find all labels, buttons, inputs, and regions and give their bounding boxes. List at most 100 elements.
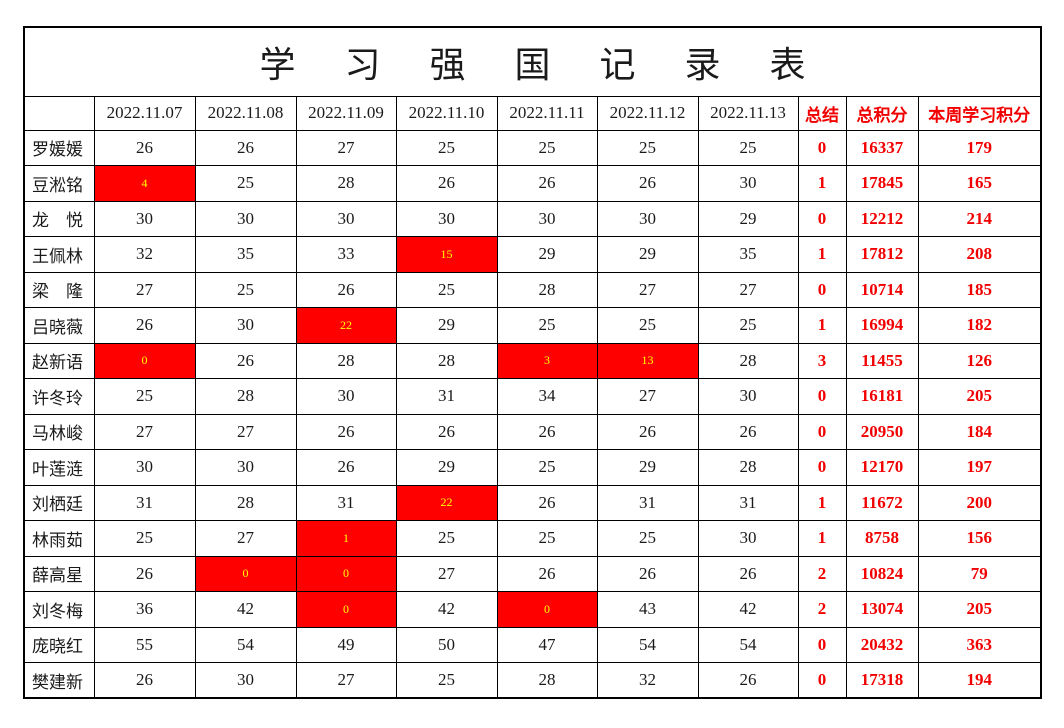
day-score-cell: 29 bbox=[496, 236, 598, 273]
week-points-cell: 205 bbox=[917, 591, 1042, 628]
day-score-cell-highlighted: 0 bbox=[194, 555, 297, 592]
day-score-cell: 31 bbox=[395, 378, 498, 415]
day-score-cell: 30 bbox=[93, 200, 196, 237]
day-score-cell: 27 bbox=[395, 555, 498, 592]
person-name-cell: 王佩林 bbox=[23, 236, 95, 273]
day-score-cell: 30 bbox=[194, 200, 297, 237]
day-score-cell: 33 bbox=[295, 236, 397, 273]
day-score-cell: 42 bbox=[194, 591, 297, 628]
day-score-cell: 42 bbox=[697, 591, 799, 628]
total-points-cell: 8758 bbox=[845, 520, 919, 557]
day-score-cell: 31 bbox=[596, 484, 699, 521]
day-score-cell: 27 bbox=[93, 413, 196, 450]
summary-count-cell: 0 bbox=[797, 662, 847, 699]
total-points-cell: 10714 bbox=[845, 271, 919, 308]
day-score-cell: 26 bbox=[93, 307, 196, 344]
day-score-cell-highlighted: 4 bbox=[93, 165, 196, 202]
person-name-cell: 梁 隆 bbox=[23, 271, 95, 308]
date-header: 2022.11.08 bbox=[194, 95, 297, 131]
day-score-cell: 30 bbox=[194, 307, 297, 344]
person-name-cell: 刘栖廷 bbox=[23, 484, 95, 521]
day-score-cell: 25 bbox=[697, 307, 799, 344]
day-score-cell: 25 bbox=[496, 449, 598, 486]
summary-column-header: 总结 bbox=[797, 95, 847, 131]
person-name-cell: 樊建新 bbox=[23, 662, 95, 699]
day-score-cell: 26 bbox=[496, 413, 598, 450]
total-points-cell: 11672 bbox=[845, 484, 919, 521]
day-score-cell: 30 bbox=[596, 200, 699, 237]
day-score-cell: 26 bbox=[395, 413, 498, 450]
day-score-cell: 31 bbox=[295, 484, 397, 521]
date-header: 2022.11.12 bbox=[596, 95, 699, 131]
total-points-cell: 12212 bbox=[845, 200, 919, 237]
day-score-cell: 30 bbox=[697, 378, 799, 415]
day-score-cell: 26 bbox=[697, 555, 799, 592]
table-row: 樊建新 26 30 27 25 28 32 26 0 17318 194 bbox=[23, 662, 1042, 699]
header-row: 2022.11.07 2022.11.08 2022.11.09 2022.11.10… bbox=[23, 95, 1042, 131]
day-score-cell: 26 bbox=[295, 449, 397, 486]
day-score-cell-highlighted: 0 bbox=[295, 591, 397, 628]
day-score-cell: 26 bbox=[596, 413, 699, 450]
day-score-cell: 42 bbox=[395, 591, 498, 628]
title-row: 学 习 强 国 记 录 表 bbox=[23, 26, 1042, 97]
day-score-cell: 26 bbox=[93, 662, 196, 699]
table-row: 豆淞铭 4 25 28 26 26 26 30 1 17845 165 bbox=[23, 165, 1042, 202]
day-score-cell: 25 bbox=[697, 129, 799, 166]
day-score-cell: 29 bbox=[596, 236, 699, 273]
summary-count-cell: 1 bbox=[797, 165, 847, 202]
day-score-cell: 55 bbox=[93, 626, 196, 663]
corner-cell bbox=[23, 95, 95, 131]
week-points-cell: 184 bbox=[917, 413, 1042, 450]
week-points-cell: 363 bbox=[917, 626, 1042, 663]
week-points-cell: 165 bbox=[917, 165, 1042, 202]
day-score-cell: 28 bbox=[194, 484, 297, 521]
day-score-cell: 27 bbox=[596, 378, 699, 415]
week-points-cell: 205 bbox=[917, 378, 1042, 415]
person-name-cell: 豆淞铭 bbox=[23, 165, 95, 202]
day-score-cell: 25 bbox=[496, 307, 598, 344]
day-score-cell: 28 bbox=[295, 165, 397, 202]
summary-count-cell: 0 bbox=[797, 271, 847, 308]
day-score-cell: 26 bbox=[194, 129, 297, 166]
day-score-cell-highlighted: 0 bbox=[93, 342, 196, 379]
week-points-cell: 208 bbox=[917, 236, 1042, 273]
person-name-cell: 赵新语 bbox=[23, 342, 95, 379]
page-title: 学 习 强 国 记 录 表 bbox=[23, 26, 1042, 97]
summary-count-cell: 0 bbox=[797, 378, 847, 415]
day-score-cell: 26 bbox=[395, 165, 498, 202]
table-body: 罗媛媛 26 26 27 25 25 25 25 0 16337 179 豆淞铭 4 25 28 26 26 26… bbox=[23, 129, 1042, 699]
day-score-cell: 30 bbox=[295, 200, 397, 237]
day-score-cell: 54 bbox=[697, 626, 799, 663]
day-score-cell: 27 bbox=[93, 271, 196, 308]
table-row: 龙 悦 30 30 30 30 30 30 29 0 12212 214 bbox=[23, 200, 1042, 237]
total-points-cell: 17812 bbox=[845, 236, 919, 273]
table-row: 薛高星 26 0 0 27 26 26 26 2 10824 79 bbox=[23, 555, 1042, 592]
day-score-cell: 25 bbox=[194, 165, 297, 202]
summary-count-cell: 0 bbox=[797, 200, 847, 237]
person-name-cell: 刘冬梅 bbox=[23, 591, 95, 628]
date-header: 2022.11.07 bbox=[93, 95, 196, 131]
day-score-cell: 27 bbox=[194, 520, 297, 557]
day-score-cell: 25 bbox=[93, 378, 196, 415]
day-score-cell: 27 bbox=[194, 413, 297, 450]
week-points-cell: 194 bbox=[917, 662, 1042, 699]
day-score-cell: 54 bbox=[596, 626, 699, 663]
summary-count-cell: 0 bbox=[797, 129, 847, 166]
table-row: 吕晓薇 26 30 22 29 25 25 25 1 16994 182 bbox=[23, 307, 1042, 344]
day-score-cell: 30 bbox=[93, 449, 196, 486]
day-score-cell: 34 bbox=[496, 378, 598, 415]
total-points-cell: 11455 bbox=[845, 342, 919, 379]
day-score-cell: 43 bbox=[596, 591, 699, 628]
table-row: 许冬玲 25 28 30 31 34 27 30 0 16181 205 bbox=[23, 378, 1042, 415]
day-score-cell: 30 bbox=[496, 200, 598, 237]
day-score-cell: 47 bbox=[496, 626, 598, 663]
day-score-cell: 26 bbox=[194, 342, 297, 379]
person-name-cell: 许冬玲 bbox=[23, 378, 95, 415]
week-points-cell: 182 bbox=[917, 307, 1042, 344]
week-points-cell: 126 bbox=[917, 342, 1042, 379]
day-score-cell: 54 bbox=[194, 626, 297, 663]
day-score-cell-highlighted: 22 bbox=[395, 484, 498, 521]
day-score-cell: 25 bbox=[596, 307, 699, 344]
day-score-cell: 26 bbox=[295, 413, 397, 450]
day-score-cell-highlighted: 0 bbox=[295, 555, 397, 592]
